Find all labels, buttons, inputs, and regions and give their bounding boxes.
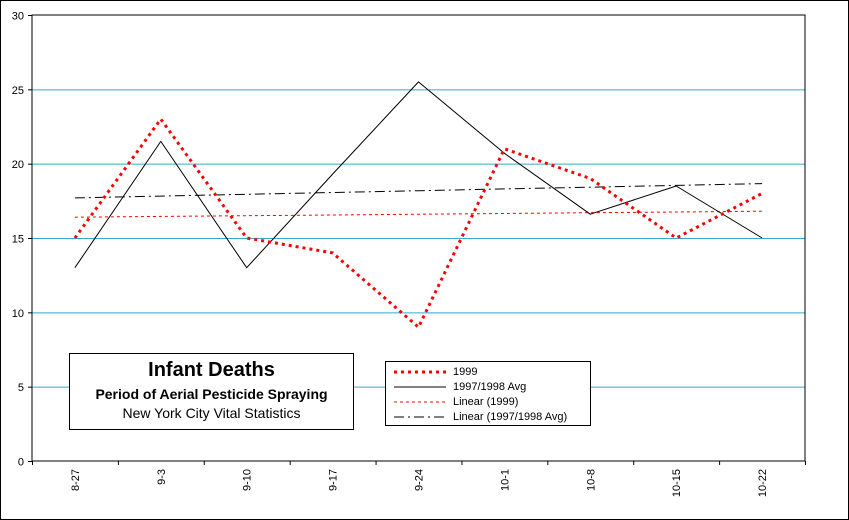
series-line-linear-1999	[74, 210, 763, 218]
legend-entry-linear-avg: Linear (1997/1998 Avg)	[386, 410, 590, 426]
legend-label-1999: 1999	[453, 366, 478, 378]
x-tick-label: 10-15	[671, 469, 683, 497]
y-tick-label: 10	[12, 308, 24, 320]
series-line-linear-1997-1998-avg	[74, 183, 763, 199]
legend-label-avg: 1997/1998 Avg	[453, 381, 527, 393]
legend-swatch-1999	[394, 370, 446, 374]
legend-entry-1999: 1999	[386, 365, 590, 381]
chart-source: New York City Vital Statistics	[122, 405, 301, 421]
y-tick-label: 15	[12, 234, 24, 246]
legend-label-linear-1999: Linear (1999)	[453, 396, 519, 408]
x-tick-label: 9-10	[242, 469, 254, 491]
x-tick-label: 9-24	[414, 469, 426, 491]
legend-swatch-linear-1999	[394, 401, 446, 403]
x-tick-label: 10-8	[585, 469, 597, 491]
legend-swatch-linear-avg	[394, 416, 446, 418]
chart-title-box: Infant Deaths Period of Aerial Pesticide…	[69, 353, 354, 430]
legend-entry-avg: 1997/1998 Avg	[386, 380, 590, 396]
series-line-1999	[73, 117, 763, 329]
y-tick-label: 0	[18, 457, 24, 469]
y-tick-label: 20	[12, 159, 24, 171]
chart-legend: 1999 1997/1998 Avg Linear (1999) Linear …	[385, 361, 591, 426]
y-tick-label: 5	[18, 382, 24, 394]
chart-subtitle: Period of Aerial Pesticide Spraying	[95, 386, 328, 402]
y-tick-label: 25	[12, 85, 24, 97]
legend-entry-linear-1999: Linear (1999)	[386, 395, 590, 411]
legend-label-linear-avg: Linear (1997/1998 Avg)	[453, 411, 568, 423]
x-tick-label: 9-17	[328, 469, 340, 491]
chart-title: Infant Deaths	[148, 359, 275, 381]
x-tick-label: 10-1	[499, 469, 511, 491]
series-line-1997-1998-avg	[74, 81, 763, 269]
legend-swatch-avg	[394, 386, 446, 388]
x-tick-label: 9-3	[156, 469, 168, 485]
x-tick-label: 10-22	[757, 469, 769, 497]
x-tick-label: 8-27	[70, 469, 82, 491]
y-tick-label: 30	[12, 11, 24, 23]
